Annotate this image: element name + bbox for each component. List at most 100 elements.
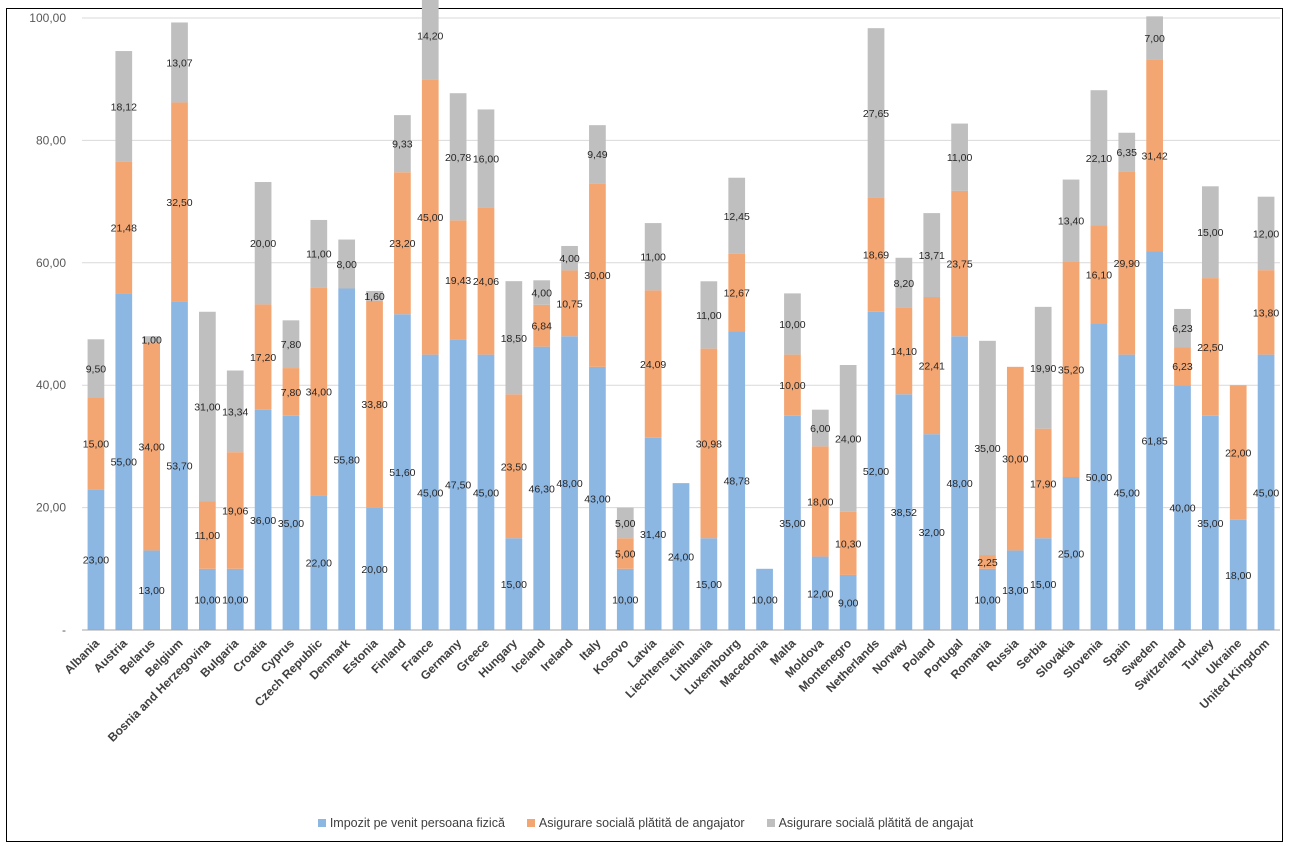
data-label: 22,41 [919, 361, 945, 373]
y-axis: - 20,00 40,00 60,00 80,00 100,00 [29, 11, 66, 637]
data-label: 32,00 [919, 527, 945, 539]
legend: Impozit pe venit persoana fizică Asigura… [0, 813, 1291, 833]
bar-segment [644, 223, 662, 291]
data-label: 10,00 [194, 594, 220, 606]
data-label: 51,60 [389, 467, 415, 479]
bar-segment [1090, 225, 1108, 324]
bar-segment [143, 550, 161, 630]
bar-segment [338, 288, 356, 630]
data-label: 13,00 [139, 585, 165, 597]
data-label: 6,00 [810, 423, 831, 435]
bar-segment [1006, 550, 1024, 630]
bar-segment [895, 257, 913, 308]
bar-segment [979, 555, 996, 569]
bar-segment [784, 354, 801, 416]
bar-segment [1062, 261, 1080, 477]
bar-segment [1034, 306, 1052, 429]
data-label: 24,06 [473, 276, 499, 288]
data-label: 1,00 [141, 334, 162, 346]
bar-segment [1118, 171, 1136, 355]
data-label: 5,00 [615, 518, 636, 530]
bar-segment [394, 115, 411, 173]
data-label: 32,50 [166, 197, 192, 209]
bar-segment [171, 22, 188, 103]
data-label: 34,00 [306, 386, 332, 398]
data-label: 6,23 [1172, 361, 1193, 373]
x-tick-label: Russia [984, 636, 1022, 674]
bar-segment [951, 336, 968, 630]
data-label: 30,98 [696, 438, 722, 450]
data-label: 23,20 [389, 238, 415, 250]
data-label: 16,10 [1086, 270, 1112, 282]
bar-segment [421, 354, 439, 630]
data-label: 12,00 [1253, 228, 1279, 240]
bar-segment [1090, 324, 1108, 630]
bar-segment [811, 556, 829, 630]
bar-segment [811, 446, 829, 557]
bar-segment [199, 311, 216, 502]
data-label: 7,00 [1144, 33, 1165, 45]
legend-label-employer-contribution: Asigurare socială plătită de angajator [538, 816, 745, 830]
bar-segment [1201, 415, 1219, 630]
data-label: 12,00 [807, 588, 833, 600]
bar-segment [477, 354, 495, 630]
bar-segment [923, 213, 941, 298]
bar-segment [1062, 179, 1080, 262]
bar-segment [1229, 385, 1247, 520]
data-label: 15,00 [1030, 579, 1056, 591]
bars [87, 0, 1275, 630]
bar-segment [87, 397, 105, 490]
data-label: 13,07 [166, 57, 192, 69]
bar-segment [867, 311, 885, 630]
data-label: 48,00 [556, 478, 582, 490]
bar-segment [923, 434, 941, 630]
data-label: 23,50 [501, 461, 527, 473]
bar-segment [616, 538, 634, 569]
y-tick-label: 100,00 [29, 11, 66, 25]
legend-swatch-employee-contribution [766, 819, 775, 827]
data-label: 15,00 [501, 579, 527, 591]
data-label: 2,25 [977, 557, 998, 569]
data-label: 10,30 [835, 538, 861, 550]
bar-segment [87, 339, 105, 398]
bar-segment [1174, 308, 1191, 348]
bar-segment [644, 290, 662, 438]
data-label: 31,40 [640, 529, 666, 541]
data-label: 20,00 [361, 564, 387, 576]
x-tick-label: Ireland [538, 636, 576, 674]
data-label: 6,23 [1172, 323, 1193, 335]
data-label: 30,00 [584, 270, 610, 282]
data-label: 13,40 [1058, 216, 1084, 228]
bar-segment [728, 331, 746, 630]
data-label: 11,00 [640, 252, 666, 264]
legend-item-income-tax: Impozit pe venit persoana fizică [317, 816, 505, 830]
bar-segment [700, 348, 718, 539]
bar-segment [366, 300, 383, 508]
data-label: 7,80 [281, 339, 302, 351]
bar-segment [533, 280, 551, 305]
bar-segment [254, 182, 272, 305]
bar-segment [728, 253, 746, 332]
data-label: 11,00 [306, 249, 332, 261]
bar-segment [449, 339, 467, 630]
data-label: 45,00 [417, 487, 443, 499]
data-label: 9,49 [587, 149, 608, 161]
data-label: 11,00 [696, 310, 722, 322]
data-label: 12,67 [724, 288, 750, 300]
bar-segment [226, 452, 244, 569]
data-label: 48,78 [724, 476, 750, 488]
data-label: 19,43 [445, 275, 471, 287]
data-label: 22,50 [1197, 342, 1223, 354]
bar-segment [700, 538, 718, 630]
data-label: 48,00 [946, 478, 972, 490]
data-label: 6,35 [1117, 147, 1138, 159]
bar-segment [421, 0, 439, 80]
bar-segment [1118, 354, 1136, 630]
data-label: 18,00 [807, 496, 833, 508]
bar-segment [171, 102, 188, 302]
bar-segment [421, 79, 439, 355]
data-label: 33,80 [361, 399, 387, 411]
data-label: 20,78 [445, 152, 471, 164]
data-label: 29,90 [1114, 258, 1140, 270]
data-label: 61,85 [1141, 436, 1167, 448]
